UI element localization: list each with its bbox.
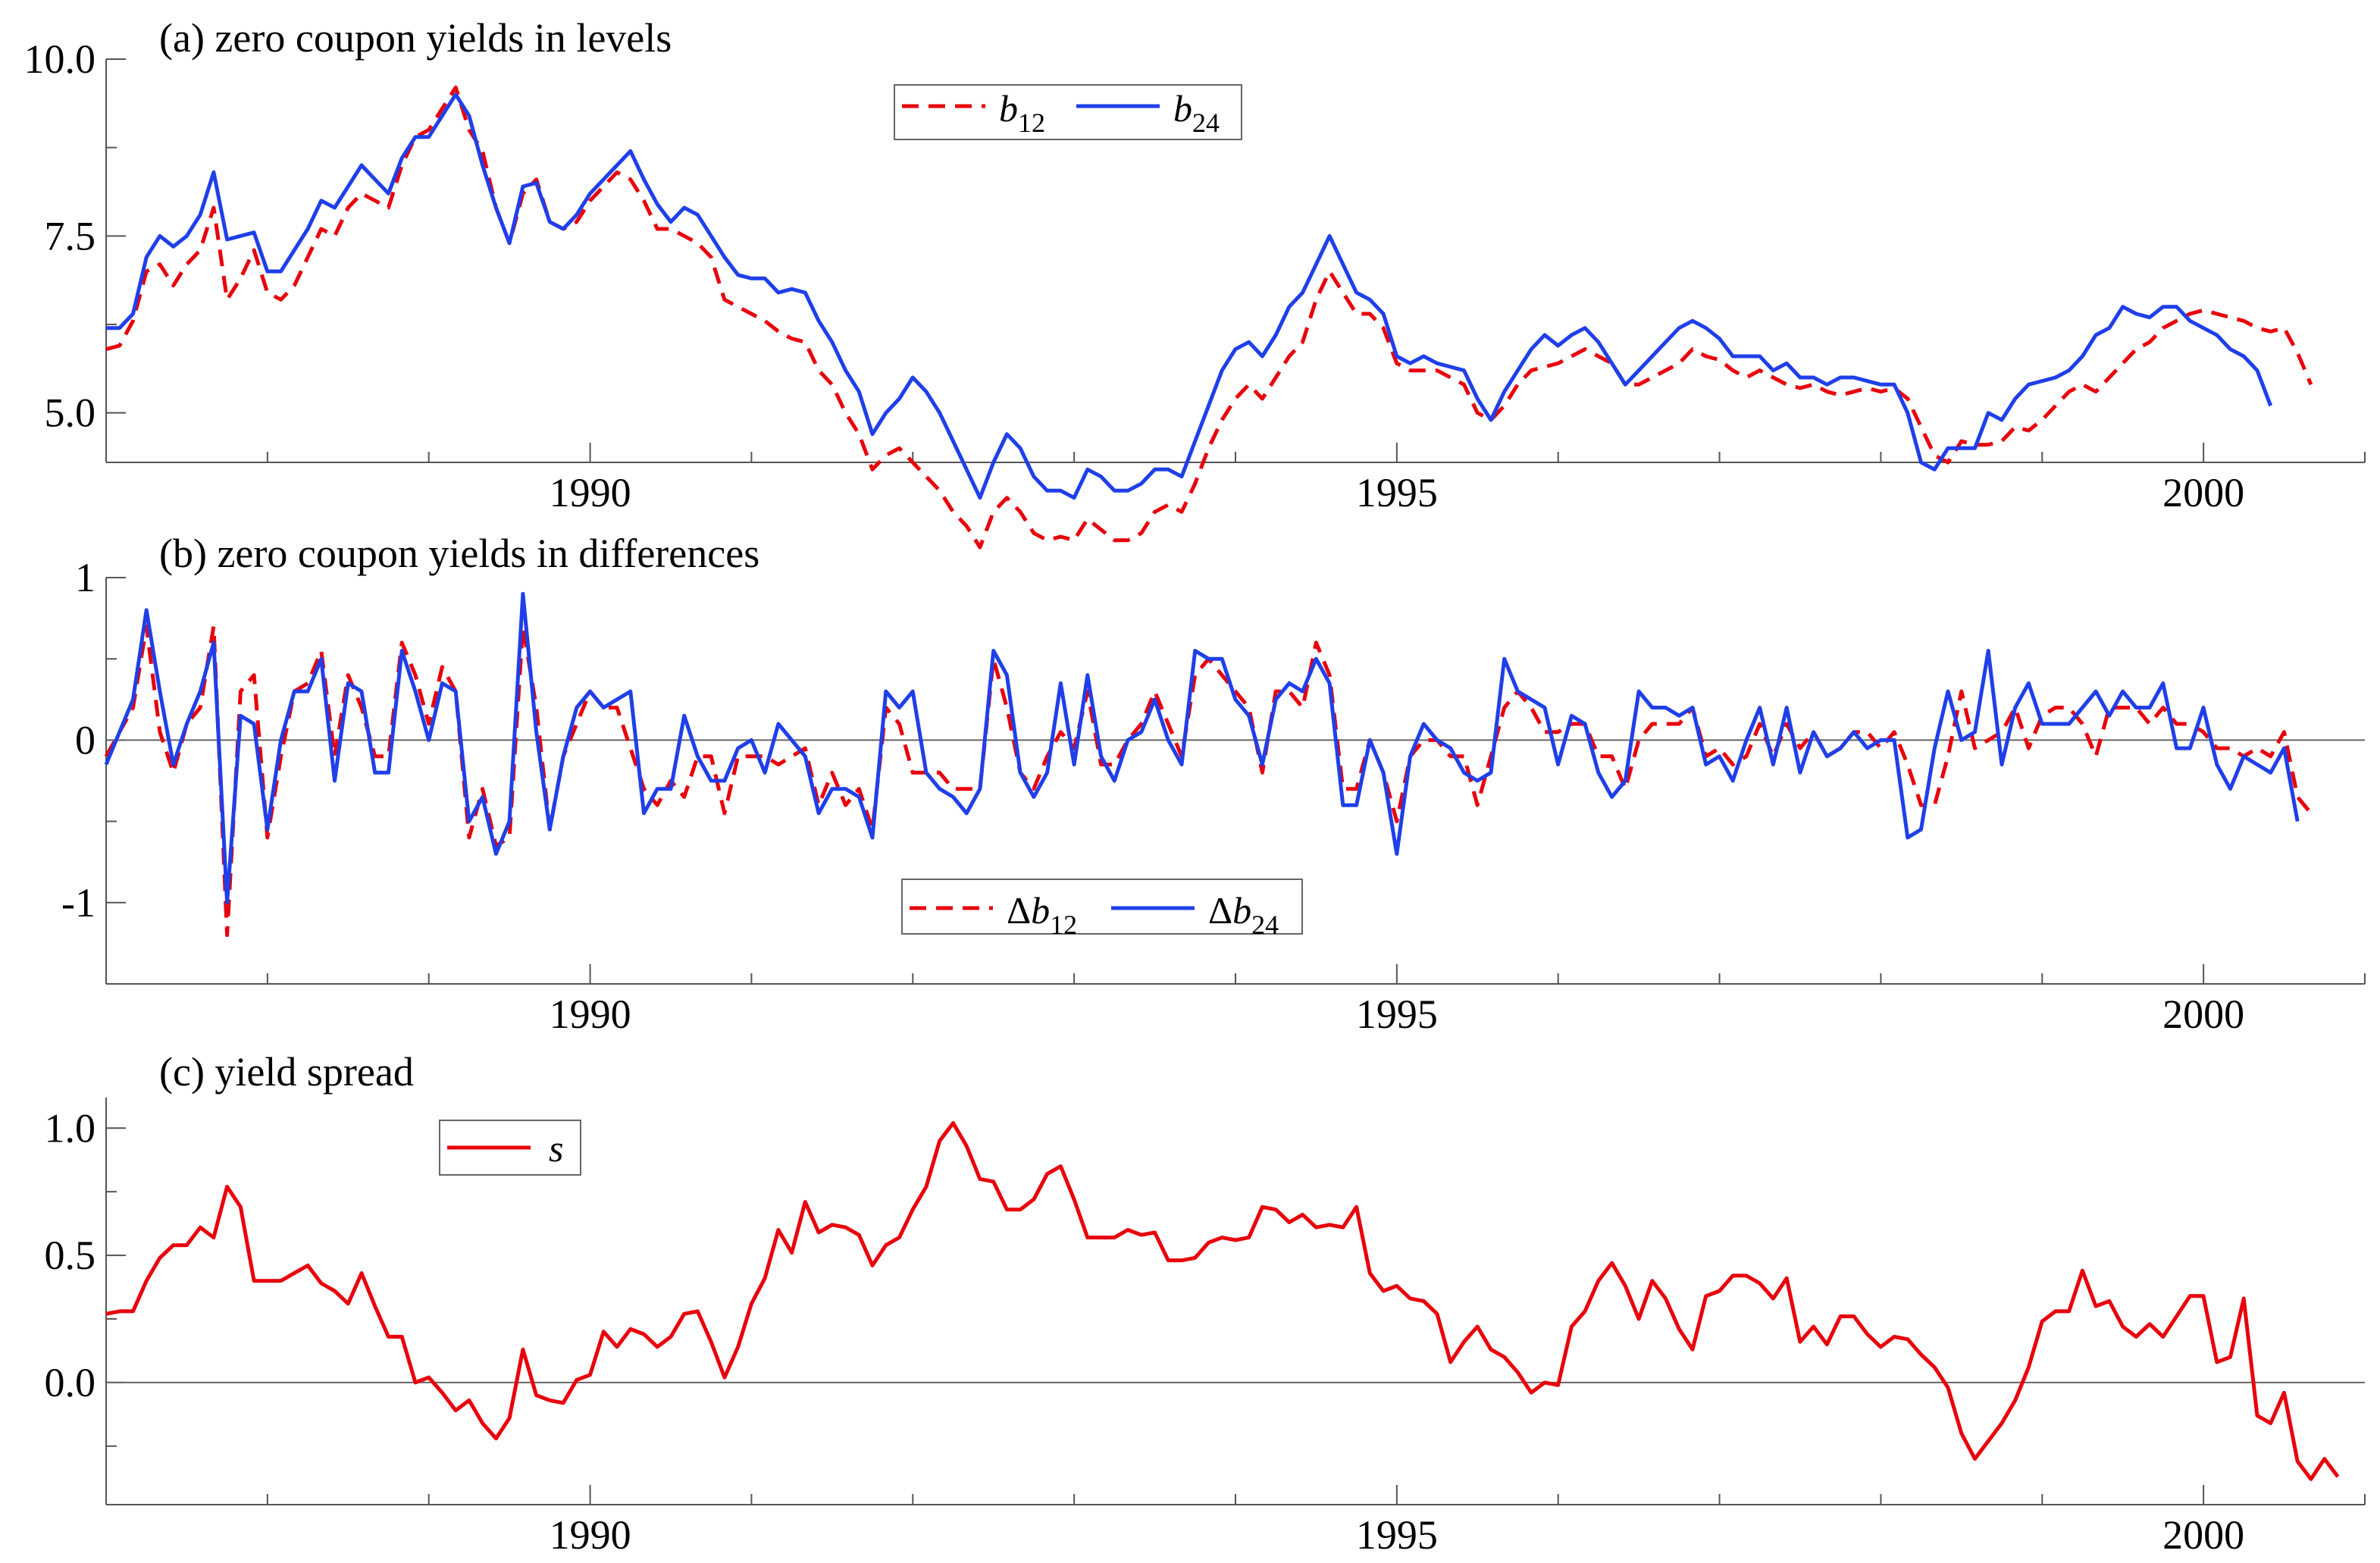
legend-b-db24-main: b — [1232, 889, 1251, 932]
panel-a-ytick-label: 5.0 — [45, 390, 96, 436]
legend-a: b12 b24 — [894, 84, 1242, 140]
panel-c-series — [105, 1121, 2365, 1481]
legend-c-s-label: s — [549, 1127, 563, 1170]
legend-b-db24-sub: 24 — [1251, 910, 1279, 940]
panel-a-ticks: 1990 1995 2000 5.0 7.5 10.0 — [24, 36, 2366, 515]
legend-b-db24-prefix: Δ — [1208, 889, 1232, 932]
legend-b-db12-main: b — [1031, 889, 1050, 932]
panel-a-title: (a) zero coupon yields in levels — [159, 15, 672, 61]
panel-c: (c) yield spread 1990 1995 2000 0.0 0.5 1.0 s — [45, 1049, 2366, 1558]
panel-b-xtick-label: 1995 — [1356, 991, 1438, 1037]
panel-b-xtick-label: 2000 — [2162, 991, 2244, 1037]
legend-c: s — [439, 1120, 581, 1176]
panel-a-xtick-label: 1990 — [550, 470, 631, 515]
panel-a: (a) zero coupon yields in levels 1990 199… — [24, 15, 2366, 550]
panel-a-xtick-label: 1995 — [1356, 470, 1438, 515]
series-line-s — [105, 1121, 2340, 1481]
legend-a-b12-main: b — [999, 87, 1018, 130]
panel-c-title: (c) yield spread — [159, 1049, 414, 1095]
legend-a-b24-label: b24 — [1173, 87, 1220, 138]
panel-c-xtick-label: 1990 — [550, 1512, 631, 1558]
panel-b: (b) zero coupon yields in differences 19… — [61, 531, 2366, 1037]
panel-c-ticks: 1990 1995 2000 0.0 0.5 1.0 — [45, 1105, 2366, 1558]
legend-a-b12-sub: 12 — [1018, 108, 1045, 138]
legend-a-b24-sub: 24 — [1192, 108, 1220, 138]
panel-c-ytick-label: 0.0 — [45, 1360, 96, 1405]
panel-a-xtick-label: 2000 — [2162, 470, 2244, 515]
legend-a-b24-main: b — [1173, 87, 1192, 130]
series-line-Δb24 — [104, 591, 2300, 905]
legend-a-box — [894, 84, 1242, 140]
panel-b-xtick-label: 1990 — [550, 991, 631, 1037]
panel-a-ytick-label: 10.0 — [24, 36, 96, 82]
panel-a-ytick-label: 7.5 — [45, 213, 96, 258]
panel-b-series — [104, 591, 2365, 938]
series-line-b12 — [105, 85, 2313, 550]
panel-c-xtick-label: 2000 — [2162, 1512, 2244, 1558]
legend-b: Δb12 Δb24 — [901, 879, 1303, 940]
panel-b-title: (b) zero coupon yields in differences — [159, 531, 759, 576]
panel-c-xtick-label: 1995 — [1356, 1512, 1438, 1558]
legend-b-db24-label: Δb24 — [1208, 889, 1279, 940]
legend-a-b12-label: b12 — [999, 87, 1045, 138]
panel-b-ytick-label: 0 — [75, 717, 96, 763]
panel-c-ytick-label: 0.5 — [45, 1233, 96, 1278]
panel-b-ytick-label: -1 — [61, 880, 96, 926]
legend-b-db12-prefix: Δ — [1007, 889, 1031, 932]
panel-b-ytick-label: 1 — [75, 555, 96, 600]
legend-b-db12-label: Δb12 — [1007, 889, 1077, 940]
panel-a-series — [105, 85, 2313, 550]
panel-b-ticks: 1990 1995 2000 -1 0 1 — [61, 555, 2366, 1037]
legend-b-db12-sub: 12 — [1050, 910, 1077, 940]
series-line-b24 — [106, 92, 2273, 500]
panel-c-ytick-label: 1.0 — [45, 1105, 96, 1151]
